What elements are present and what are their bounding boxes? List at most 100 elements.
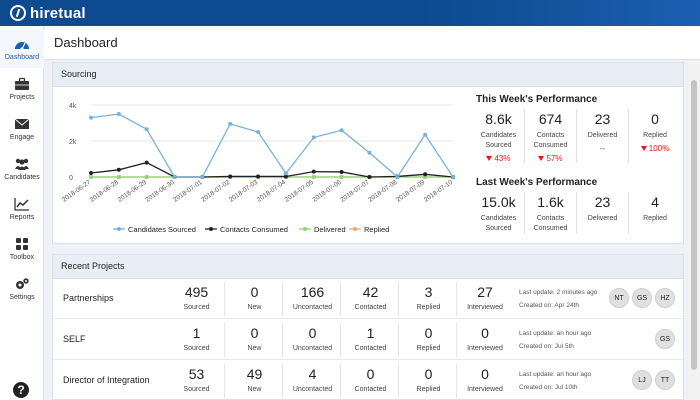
metric-interviewed[interactable]: 0 Interviewed — [467, 325, 503, 352]
stat-candidates-sourced: 8.6k Candidates Sourced 43% — [473, 109, 525, 163]
metric-uncontacted[interactable]: 0 Uncontacted — [285, 323, 341, 357]
project-members: GS — [652, 329, 675, 349]
y-tick-label: 2k — [69, 139, 77, 146]
stat-change: 43% — [473, 154, 524, 163]
metric-interviewed[interactable]: 27 Interviewed — [467, 284, 503, 311]
project-row-partnerships[interactable]: Partnerships 495 Sourced 0 New 166 Uncontac… — [53, 279, 683, 319]
stat-value: 674 — [538, 111, 563, 127]
stat-change: -- — [599, 144, 606, 153]
data-point — [367, 150, 372, 155]
metric-contacted[interactable]: 42 Contacted — [343, 282, 399, 316]
sidebar-item-reports[interactable]: Reports — [0, 190, 44, 228]
sidebar-item-candidates[interactable]: Candidates — [0, 150, 44, 188]
briefcase-icon — [15, 77, 29, 90]
stat-value: 1.6k — [537, 194, 564, 210]
sidebar-item-toolbox[interactable]: Toolbox — [0, 230, 44, 268]
project-name[interactable]: Partnerships — [63, 293, 114, 303]
metric-contacted[interactable]: 0 Contacted — [343, 364, 399, 398]
avatar[interactable]: NT — [609, 288, 629, 308]
stat-value: 4 — [651, 194, 659, 210]
avatar[interactable]: GS — [655, 329, 675, 349]
metric-new[interactable]: 49 New — [227, 364, 283, 398]
sidebar: Dashboard Projects Engage Candidates Rep… — [0, 26, 44, 400]
project-name[interactable]: SELF — [63, 334, 86, 344]
y-tick-label: 4k — [69, 103, 77, 110]
stat-change: 100% — [629, 144, 681, 153]
metric-replied[interactable]: 0 Replied — [401, 364, 457, 398]
project-update-info: Last update: an hour ago Created on: Jul … — [519, 371, 592, 391]
data-point — [144, 160, 149, 165]
data-point — [311, 135, 316, 140]
x-tick-label: 2018-06-27 — [61, 179, 93, 204]
sidebar-item-label: Candidates — [4, 174, 40, 181]
down-arrow-icon — [486, 156, 493, 162]
top-bar: hiretual — [0, 0, 700, 26]
legend-label: Delivered — [314, 225, 346, 234]
legend-label: Replied — [364, 225, 389, 234]
data-point — [423, 175, 427, 179]
x-tick-label: 2018-07-03 — [228, 179, 260, 204]
help-icon[interactable]: ? — [13, 382, 29, 398]
metric-sourced[interactable]: 495 Sourced — [169, 282, 225, 316]
data-point — [339, 175, 344, 179]
scrollbar-thumb[interactable] — [691, 80, 697, 370]
avatar[interactable]: GS — [632, 288, 652, 308]
metric-sourced[interactable]: 53 Sourced — [169, 364, 225, 398]
sidebar-item-projects[interactable]: Projects — [0, 70, 44, 108]
data-point — [423, 172, 428, 177]
project-update-info: Last update: an hour ago Created on: Jul … — [519, 330, 592, 350]
sourcing-panel: Sourcing 0 2k 4k 2018-06-27 2018-06-28 2018-0… — [52, 62, 684, 244]
stat-replied: 0 Replied 100% — [629, 109, 681, 163]
recent-projects-title: Recent Projects — [53, 255, 683, 279]
stat-replied: 4 Replied — [629, 192, 681, 234]
stat-label: Contacts Consumed — [533, 132, 568, 149]
sidebar-item-engage[interactable]: Engage — [0, 110, 44, 148]
data-point — [144, 175, 149, 179]
line-chart-icon — [14, 198, 29, 211]
down-arrow-icon — [640, 146, 647, 152]
metric-uncontacted[interactable]: 166 Uncontacted — [285, 282, 341, 316]
data-point — [339, 128, 344, 133]
data-point — [451, 175, 455, 179]
x-tick-label: 2018-06-29 — [117, 179, 149, 204]
avatar[interactable]: HZ — [655, 288, 675, 308]
metric-uncontacted[interactable]: 4 Uncontacted — [285, 364, 341, 398]
metric-contacted[interactable]: 1 Contacted — [343, 323, 399, 357]
this-week-title: This Week's Performance — [476, 94, 598, 105]
brand-logo[interactable]: hiretual — [10, 4, 86, 22]
metric-replied[interactable]: 3 Replied — [401, 282, 457, 316]
sidebar-item-label: Engage — [9, 134, 35, 141]
sidebar-item-dashboard[interactable]: Dashboard — [0, 30, 44, 68]
data-point — [116, 167, 121, 172]
project-row-self[interactable]: SELF 1 Sourced 0 New 0 Uncontacted 1 Contact… — [53, 320, 683, 360]
x-tick-label: 2018-07-10 — [423, 179, 455, 204]
data-point — [117, 175, 121, 179]
stat-delivered: 23 Delivered — [577, 192, 629, 234]
stat-label: Contacts Consumed — [533, 215, 568, 232]
metric-replied[interactable]: 0 Replied — [401, 323, 457, 357]
sidebar-item-label: Reports — [9, 214, 35, 221]
stat-label: Replied — [643, 215, 667, 222]
legend-marker — [303, 227, 307, 231]
stat-delivered: 23 Delivered -- — [577, 109, 629, 163]
series-line — [90, 161, 454, 178]
project-row-director-of-integration[interactable]: Director of Integration 53 Sourced 49 New … — [53, 361, 683, 400]
x-tick-label: 2018-07-08 — [367, 179, 399, 204]
sidebar-item-label: Projects — [9, 94, 35, 101]
this-week-stats: 8.6k Candidates Sourced 43% 674 Contacts C… — [473, 109, 681, 163]
data-point — [339, 169, 344, 174]
sidebar-item-settings[interactable]: Settings — [0, 270, 44, 308]
metric-new[interactable]: 0 New — [227, 323, 283, 357]
data-point — [367, 175, 372, 179]
legend-marker — [117, 227, 121, 231]
data-point — [311, 175, 316, 179]
metric-sourced[interactable]: 1 Sourced — [169, 323, 225, 357]
project-name[interactable]: Director of Integration — [63, 375, 150, 385]
avatar[interactable]: TT — [655, 370, 675, 390]
avatar[interactable]: LJ — [632, 370, 652, 390]
metric-new[interactable]: 0 New — [227, 282, 283, 316]
sourcing-chart: 02k4k2018-06-272018-06-282018-06-292018-… — [61, 103, 455, 234]
gears-icon — [16, 278, 29, 289]
page-title: Dashboard — [54, 35, 118, 50]
metric-interviewed[interactable]: 0 Interviewed — [467, 366, 503, 393]
